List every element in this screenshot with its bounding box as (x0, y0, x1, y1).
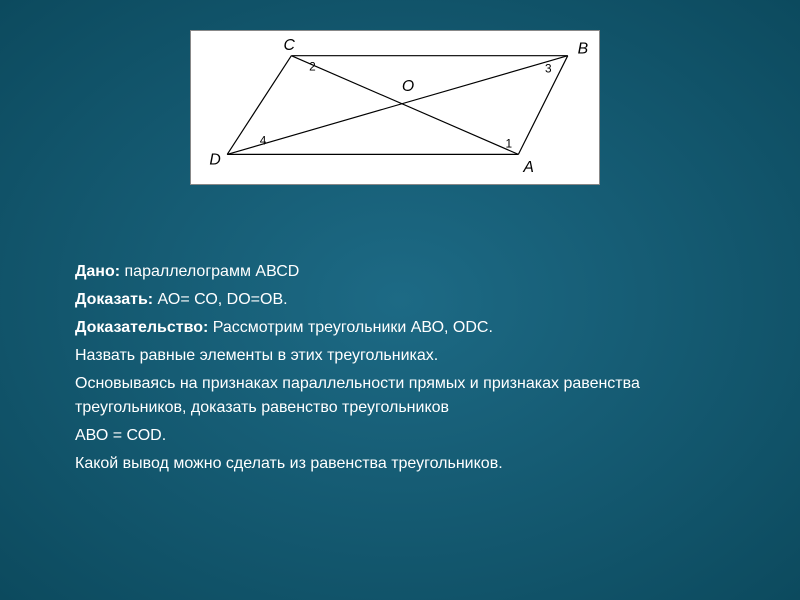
prove-label: Доказать: (75, 291, 153, 308)
proof-text: Дано: параллелограмм АВСD Доказать: АО= … (75, 260, 725, 480)
svg-text:C: C (283, 37, 295, 54)
svg-text:3: 3 (545, 61, 552, 75)
svg-text:D: D (209, 151, 220, 168)
svg-text:2: 2 (309, 59, 316, 73)
svg-text:4: 4 (260, 134, 267, 148)
svg-text:1: 1 (506, 136, 513, 150)
statement-4: Какой вывод можно сделать из равенства т… (75, 452, 725, 476)
given-line: Дано: параллелограмм АВСD (75, 260, 725, 284)
statement-2: Основываясь на признаках параллельности … (75, 372, 725, 420)
proof-text: Рассмотрим треугольники АВО, ОDС. (208, 319, 493, 336)
eq-pre: АВО = (75, 427, 127, 444)
given-text: параллелограмм АВСD (120, 263, 299, 280)
svg-text:B: B (578, 41, 589, 58)
svg-text:O: O (402, 78, 414, 95)
prove-line: Доказать: АО= СО, DО=ОВ. (75, 288, 725, 312)
prove-text: АО= СО, DО=ОВ. (153, 291, 287, 308)
given-label: Дано: (75, 263, 120, 280)
statement-3: АВО = СОD. (75, 424, 725, 448)
svg-text:A: A (522, 159, 534, 176)
parallelogram-svg: C B A D O 2 3 4 1 (191, 31, 599, 184)
proof-line: Доказательство: Рассмотрим треугольники … (75, 316, 725, 340)
geometry-diagram: C B A D O 2 3 4 1 (190, 30, 600, 185)
statement-1: Назвать равные элементы в этих треугольн… (75, 344, 725, 368)
proof-label: Доказательство: (75, 319, 208, 336)
eq-post: СОD. (127, 427, 167, 444)
